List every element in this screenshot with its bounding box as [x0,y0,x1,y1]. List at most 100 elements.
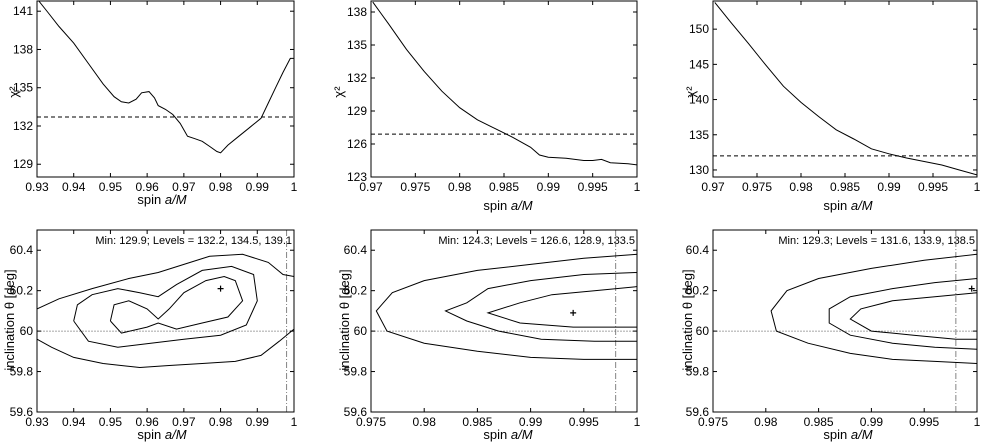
y-tick-label: 60 [20,324,34,338]
y-tick-label: 60 [696,324,710,338]
x-tick-label: 0.98 [789,180,813,194]
x-tick-label: 0.995 [569,415,599,429]
chi2-curve [714,2,977,176]
xlabel: spin a/M [137,192,186,207]
x-tick-label: 0.93 [25,180,49,194]
plot-frame [36,0,295,178]
ylabel: inclination θ [deg] [337,269,352,370]
x-tick-label: 0.96 [135,415,159,429]
y-tick-label: 59.6 [10,405,34,419]
contour-title: Min: 124.3; Levels = 126.6, 128.9, 133.5 [438,235,635,247]
x-tick-label: 0.97 [172,180,196,194]
x-tick-label: 1 [291,180,298,194]
x-tick-label: 0.97 [172,415,196,429]
ylabel: χ² [683,86,698,98]
y-tick-label: 60.4 [686,243,710,257]
x-tick-label: 0.98 [209,180,233,194]
x-tick-label: 0.98 [413,415,437,429]
contour-line [109,275,244,334]
best-fit-marker [570,309,577,316]
best-fit-marker [968,285,975,292]
y-tick-label: 60.4 [10,243,34,257]
plot-frame [712,0,978,178]
plot-frame [36,229,295,413]
x-tick-label: 1 [634,415,641,429]
y-tick-label: 59.6 [686,405,710,419]
x-tick-label: 0.99 [246,180,270,194]
xlabel: spin a/M [483,427,532,442]
plot-frame [370,229,638,413]
y-tick-label: 132 [347,71,367,85]
y-tick-label: 59.8 [344,365,368,379]
ylabel: inclination θ [deg] [680,269,695,370]
contour-line [828,278,977,350]
x-tick-label: 0.94 [62,415,86,429]
x-tick-label: 0.97 [701,180,725,194]
x-tick-label: 0.985 [489,180,519,194]
chi2-curve [38,1,294,154]
y-tick-label: 150 [689,22,709,36]
xlabel: spin a/M [137,427,186,442]
contour-line [486,286,637,328]
y-tick-label: 135 [689,128,709,142]
x-tick-label: 0.995 [909,415,939,429]
contour-line [73,265,258,348]
x-tick-label: 0.97 [359,180,383,194]
ylabel: inclination θ [deg] [2,269,17,370]
x-tick-label: 1 [974,180,981,194]
y-tick-label: 141 [13,4,33,18]
y-tick-label: 59.6 [344,405,368,419]
xlabel: spin a/M [823,427,872,442]
x-tick-label: 0.99 [519,415,543,429]
x-tick-label: 1 [634,180,641,194]
y-tick-label: 135 [347,38,367,52]
xlabel: spin a/M [483,198,532,213]
y-tick-label: 60.2 [10,284,34,298]
x-tick-label: 0.985 [830,180,860,194]
y-tick-label: 126 [347,137,367,151]
x-tick-label: 0.94 [62,180,86,194]
y-tick-label: 60.4 [344,243,368,257]
contour-panel-2: inclination θ [deg] spin a/M Min: 124.3;… [337,229,641,442]
x-tick-label: 1 [291,415,298,429]
y-tick-label: 130 [689,163,709,177]
x-tick-label: 0.975 [742,180,772,194]
contour-line [375,253,637,360]
y-tick-label: 60.2 [686,284,710,298]
y-tick-label: 59.8 [686,365,710,379]
chi2-panel-2: χ² spin a/M 0.97 0.975 0.98 0.985 0.99 0.995 1… [331,0,641,213]
x-tick-label: 0.96 [135,180,159,194]
y-tick-label: 132 [13,119,33,133]
x-tick-label: 0.985 [804,415,834,429]
x-tick-label: 0.995 [578,180,608,194]
y-tick-label: 60 [354,324,368,338]
contour-title: Min: 129.9; Levels = 132.2, 134.5, 139.1 [95,235,292,247]
x-tick-label: 0.95 [99,415,123,429]
chi2-curve [372,1,637,166]
x-tick-label: 0.98 [754,415,778,429]
x-tick-label: 0.98 [209,415,233,429]
x-tick-label: 0.99 [537,180,561,194]
x-tick-label: 0.975 [356,415,386,429]
x-tick-label: 0.975 [400,180,430,194]
y-tick-label: 135 [13,81,33,95]
x-tick-label: 0.95 [99,180,123,194]
x-tick-label: 0.975 [698,415,728,429]
y-tick-label: 123 [347,170,367,184]
contour-line [444,272,637,342]
y-tick-label: 145 [689,57,709,71]
y-tick-label: 129 [13,157,33,171]
y-tick-label: 59.8 [10,365,34,379]
y-tick-label: 138 [347,5,367,19]
y-tick-label: 60.2 [344,284,368,298]
contour-panel-3: inclination θ [deg] spin a/M Min: 129.3;… [680,229,981,442]
chi2-panel-3: χ² spin a/M 0.97 0.975 0.98 0.985 0.99 0.995 1… [683,0,981,213]
x-tick-label: 0.99 [860,415,884,429]
best-fit-marker [217,285,224,292]
y-tick-label: 138 [13,42,33,56]
x-tick-label: 0.985 [462,415,492,429]
contour-line [37,253,294,310]
contour-line [770,253,977,364]
contour-panel-1: inclination θ [deg] spin a/M Min: 129.9;… [2,229,298,442]
